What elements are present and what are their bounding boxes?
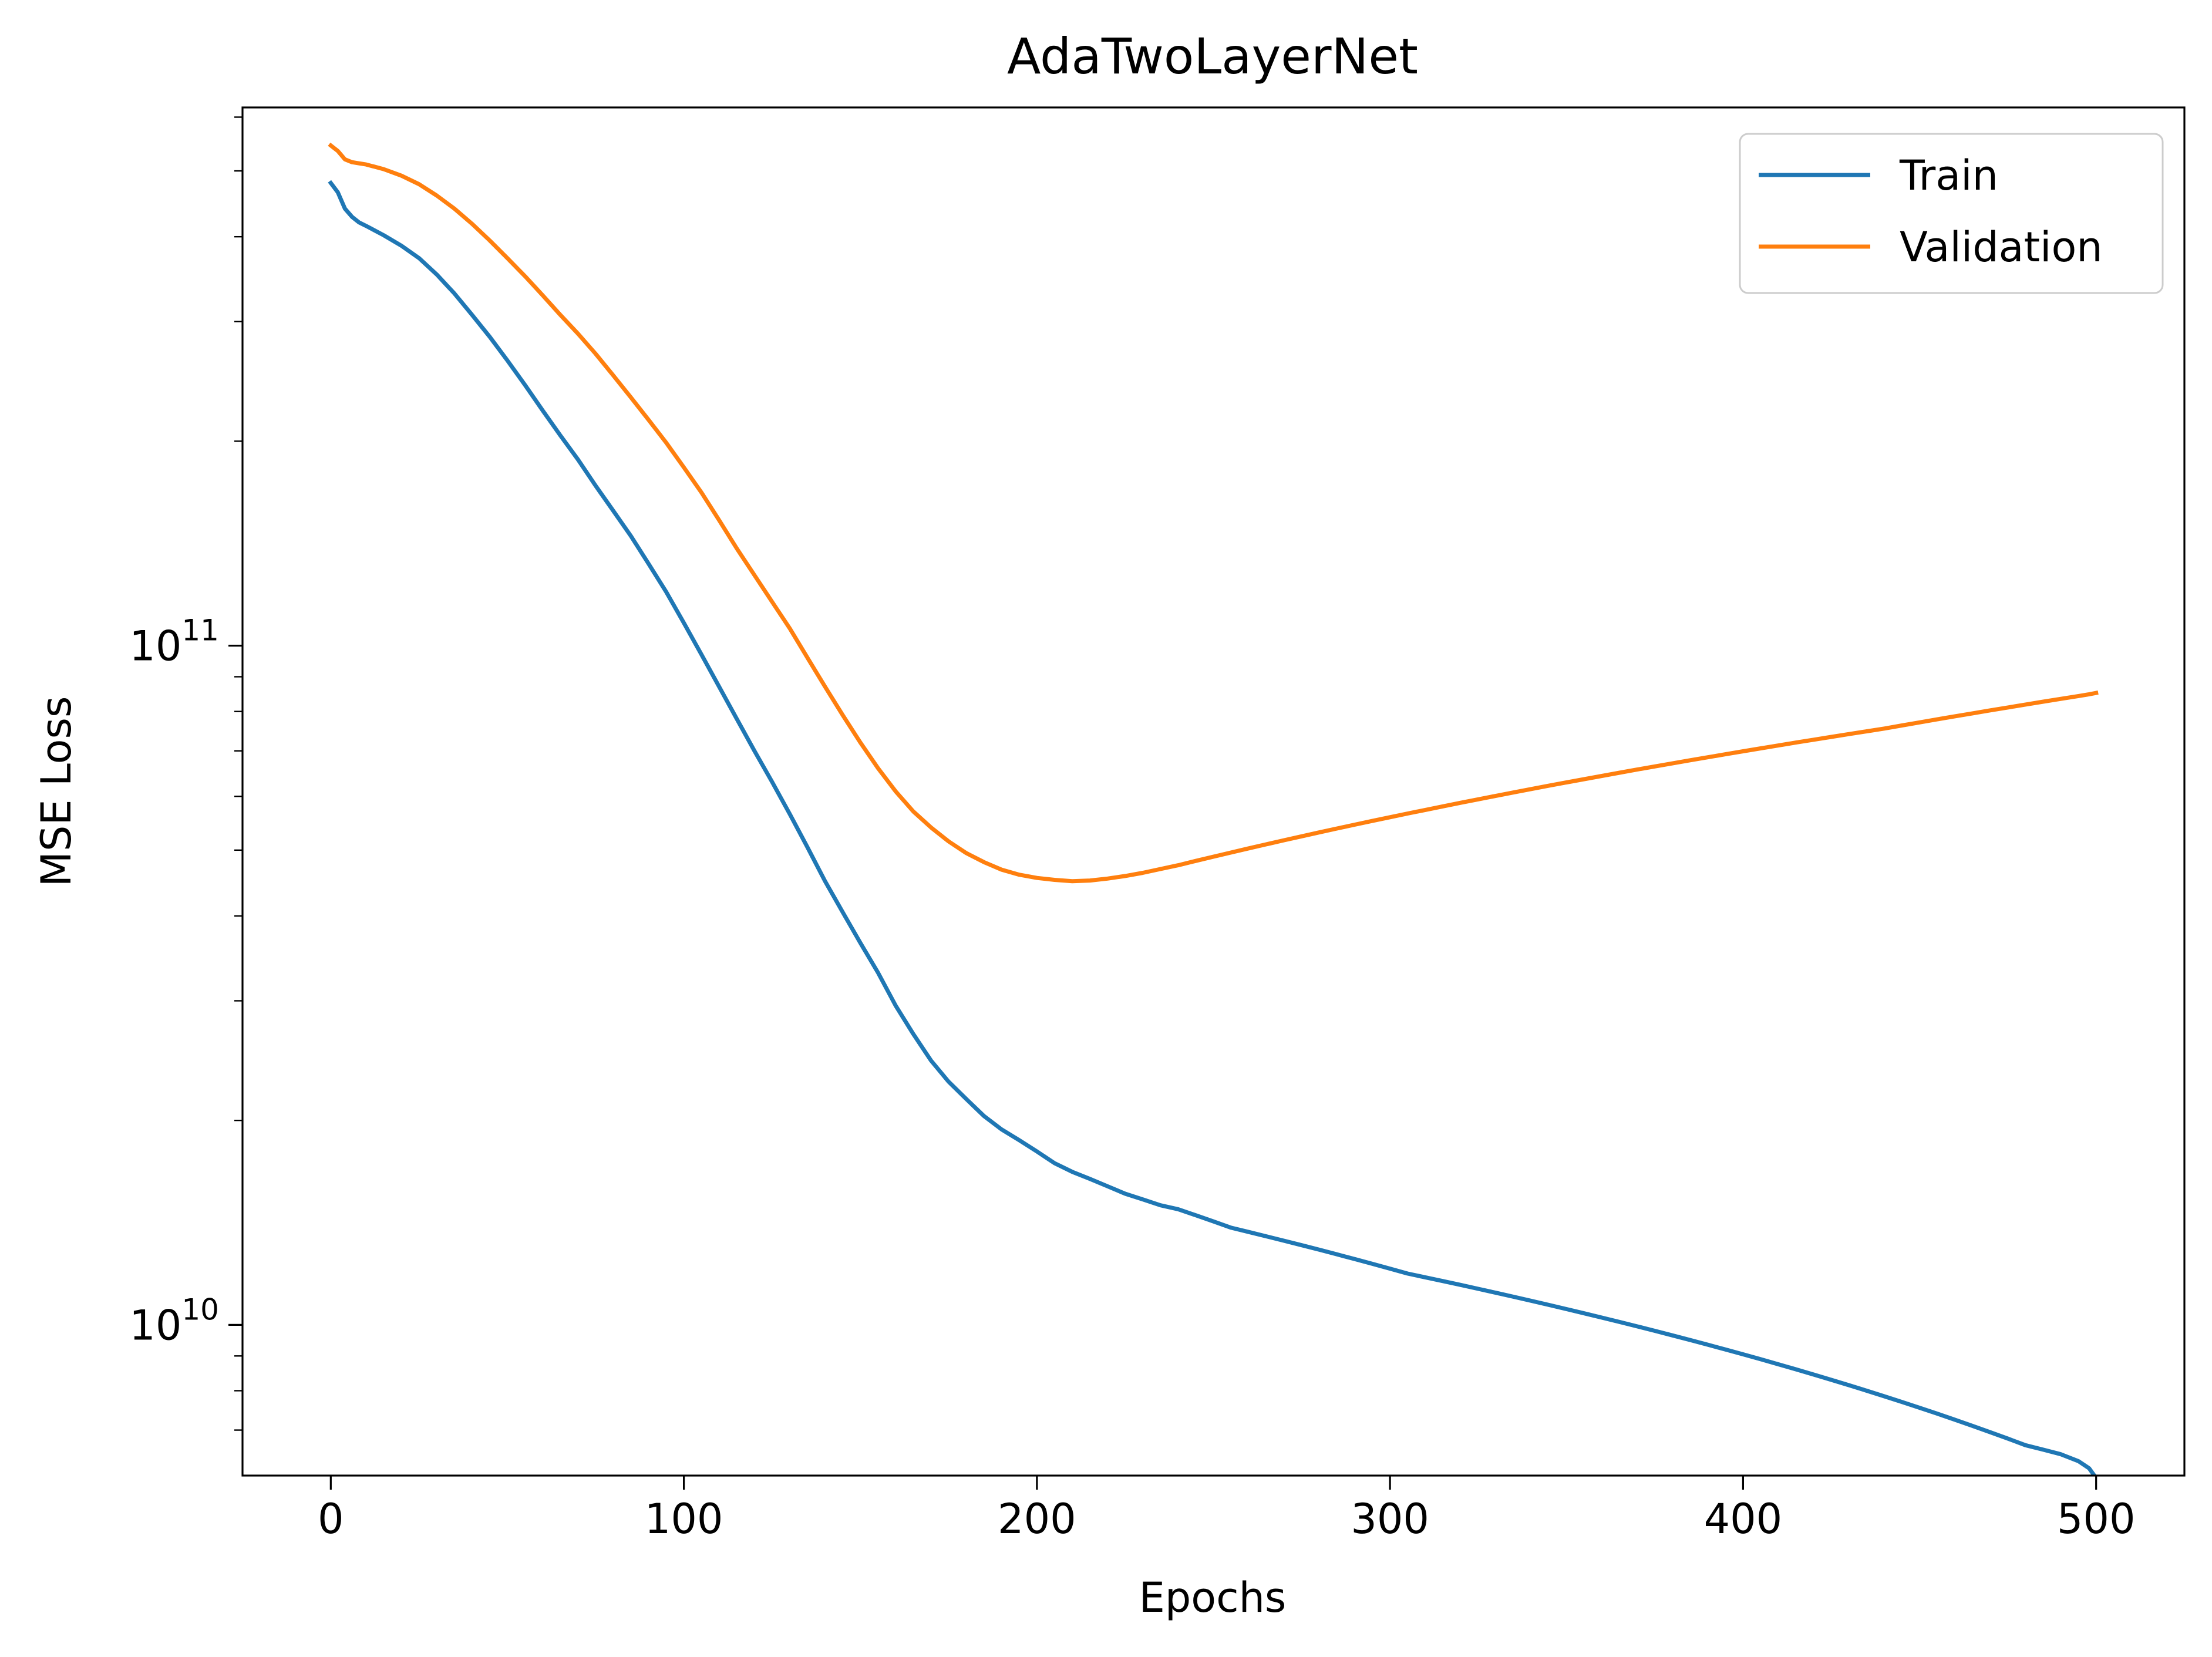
x-tick-label: 200 <box>998 1495 1076 1543</box>
y-axis-label: MSE Loss <box>32 696 80 887</box>
legend-label-validation: Validation <box>1900 223 2103 271</box>
y-axis: 1010 1011 <box>129 116 243 1431</box>
series-line-train <box>328 180 2097 1476</box>
plot-frame <box>241 106 2186 1477</box>
y-tick-label: 1011 <box>129 614 219 671</box>
series-line-validation <box>328 142 2099 884</box>
x-axis: 0 100 200 300 400 500 <box>318 1476 2135 1543</box>
plot-background <box>243 107 2184 1476</box>
x-tick-label: 400 <box>1704 1495 1783 1543</box>
x-axis-label: Epochs <box>1139 1574 1287 1622</box>
plot-area <box>241 106 2186 1477</box>
legend: Train Validation <box>1739 133 2164 294</box>
x-tick-label: 0 <box>318 1495 344 1543</box>
legend-label-train: Train <box>1899 151 1998 200</box>
chart-title: AdaTwoLayerNet <box>1007 28 1418 85</box>
x-tick-label: 300 <box>1351 1495 1429 1543</box>
x-tick-label: 100 <box>645 1495 723 1543</box>
series-group <box>328 142 2099 1476</box>
x-tick-label: 500 <box>2057 1495 2136 1543</box>
y-tick-label: 1010 <box>129 1292 219 1349</box>
